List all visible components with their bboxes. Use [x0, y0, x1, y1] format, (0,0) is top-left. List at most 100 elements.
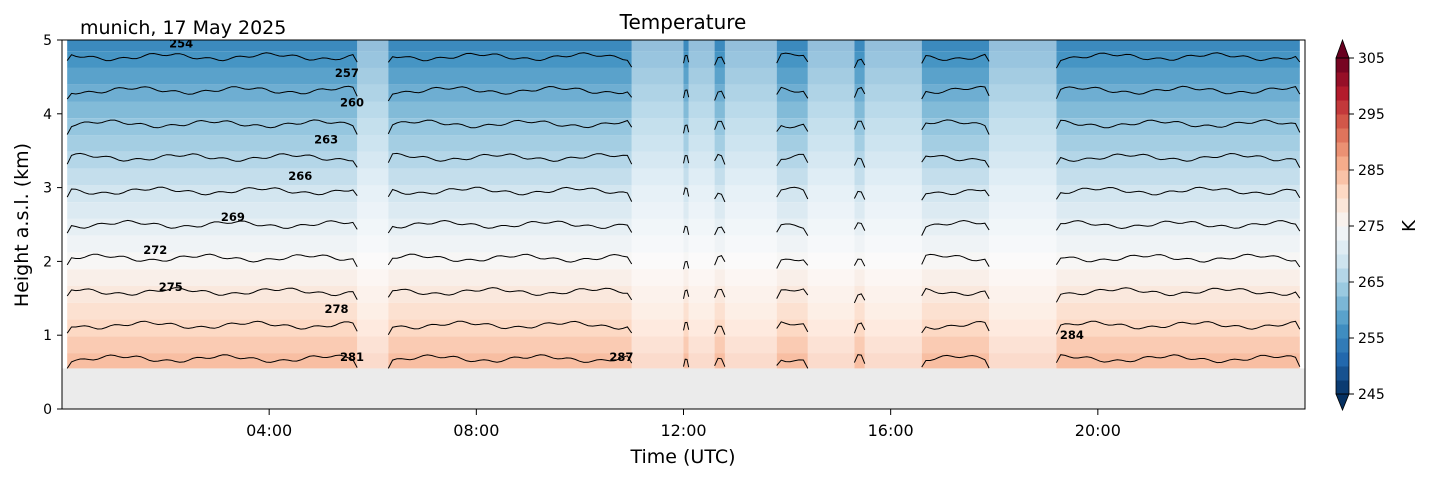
- measured-temperature-band: [67, 40, 358, 52]
- faded-temperature-band: [989, 336, 1057, 354]
- measured-temperature-band: [683, 84, 689, 102]
- measured-temperature-band: [1056, 40, 1300, 52]
- faded-temperature-band: [688, 40, 715, 52]
- measured-temperature-band: [1056, 286, 1300, 303]
- measured-temperature-band: [1056, 319, 1300, 337]
- contour-line-260: [853, 86, 866, 98]
- faded-temperature-band: [724, 135, 777, 152]
- measured-temperature-band: [714, 269, 725, 286]
- measured-temperature-band: [67, 202, 358, 219]
- faded-temperature-band: [631, 118, 684, 136]
- measured-temperature-band: [921, 202, 990, 219]
- measured-temperature-band: [854, 101, 865, 119]
- contour-line-275: [683, 260, 690, 270]
- measured-temperature-band: [776, 168, 808, 186]
- measured-temperature-band: [683, 101, 689, 119]
- colorbar-segment: [1336, 72, 1349, 87]
- measured-temperature-band: [921, 302, 990, 320]
- measured-temperature-band: [714, 319, 725, 337]
- faded-temperature-band: [688, 151, 715, 169]
- colorbar-segment: [1336, 198, 1349, 213]
- measured-temperature-band: [854, 319, 865, 337]
- measured-temperature-band: [388, 252, 632, 270]
- faded-temperature-band: [631, 336, 684, 354]
- contour-line-269: [921, 189, 990, 201]
- contour-label: 284: [1060, 328, 1084, 342]
- faded-temperature-band: [724, 84, 777, 102]
- contour-line-281: [921, 320, 990, 334]
- measured-temperature-band: [854, 218, 865, 236]
- measured-temperature-band: [67, 51, 358, 68]
- colorbar-tick-label: 245: [1358, 387, 1385, 403]
- measured-temperature-band: [714, 84, 725, 102]
- faded-temperature-band: [631, 202, 684, 219]
- measured-temperature-band: [388, 118, 632, 136]
- faded-temperature-band: [357, 118, 389, 136]
- contour-line-260: [387, 85, 633, 102]
- contour-line-278: [1055, 287, 1301, 303]
- faded-temperature-band: [724, 202, 777, 219]
- contour-line-281: [387, 320, 633, 335]
- contour-line-284: [66, 354, 358, 369]
- faded-temperature-band: [864, 252, 922, 270]
- measured-temperature-band: [1056, 135, 1300, 152]
- contour-line-257: [66, 52, 358, 63]
- faded-temperature-band: [807, 101, 855, 119]
- faded-temperature-band: [688, 218, 715, 236]
- colorbar-segment: [1336, 254, 1349, 269]
- measured-temperature-band: [921, 353, 990, 369]
- colorbar-tick-label: 295: [1358, 107, 1385, 123]
- measured-temperature-band: [776, 302, 808, 320]
- faded-temperature-band: [807, 252, 855, 270]
- contour-line-260: [776, 86, 809, 99]
- faded-temperature-band: [807, 353, 855, 369]
- measured-temperature-band: [67, 168, 358, 186]
- contour-line-263: [1055, 119, 1301, 133]
- faded-temperature-band: [807, 235, 855, 253]
- contour-line-269: [387, 186, 633, 202]
- colorbar-segment: [1336, 296, 1349, 311]
- contour-line-272: [683, 225, 690, 235]
- faded-temperature-band: [864, 51, 922, 68]
- faded-temperature-band: [688, 135, 715, 152]
- measured-temperature-band: [67, 336, 358, 354]
- faded-temperature-band: [807, 67, 855, 85]
- measured-temperature-band: [854, 336, 865, 354]
- measured-temperature-band: [67, 218, 358, 236]
- faded-temperature-band: [864, 218, 922, 236]
- faded-temperature-band: [724, 40, 777, 52]
- measured-temperature-band: [921, 135, 990, 152]
- colorbar-segment: [1336, 58, 1349, 73]
- contour-line-266: [714, 153, 726, 165]
- faded-temperature-band: [688, 51, 715, 68]
- contour-line-275: [387, 253, 633, 266]
- contour-line-281: [714, 325, 726, 335]
- contour-line-257: [776, 52, 809, 64]
- faded-temperature-band: [688, 168, 715, 186]
- faded-temperature-band: [357, 252, 389, 270]
- measured-temperature-band: [921, 235, 990, 253]
- colorbar: 245 255 265 275 285 295 305: [1335, 38, 1385, 412]
- measured-temperature-band: [854, 84, 865, 102]
- x-tick-label: 04:00: [246, 421, 292, 440]
- faded-temperature-band: [357, 151, 389, 169]
- contour-line-275: [921, 253, 990, 267]
- measured-temperature-band: [776, 101, 808, 119]
- measured-temperature-band: [714, 235, 725, 253]
- measured-temperature-band: [854, 252, 865, 270]
- faded-temperature-band: [631, 269, 684, 286]
- contour-label: 287: [609, 350, 633, 364]
- faded-temperature-band: [631, 168, 684, 186]
- measured-temperature-band: [1056, 218, 1300, 236]
- faded-temperature-band: [688, 269, 715, 286]
- measured-temperature-band: [683, 336, 689, 354]
- contour-line-284: [1055, 354, 1301, 367]
- faded-temperature-band: [724, 185, 777, 203]
- contour-line-281: [1055, 320, 1301, 335]
- measured-temperature-band: [1056, 101, 1300, 119]
- faded-temperature-band: [807, 319, 855, 337]
- faded-temperature-band: [989, 235, 1057, 253]
- faded-temperature-band: [631, 84, 684, 102]
- faded-temperature-band: [631, 353, 684, 369]
